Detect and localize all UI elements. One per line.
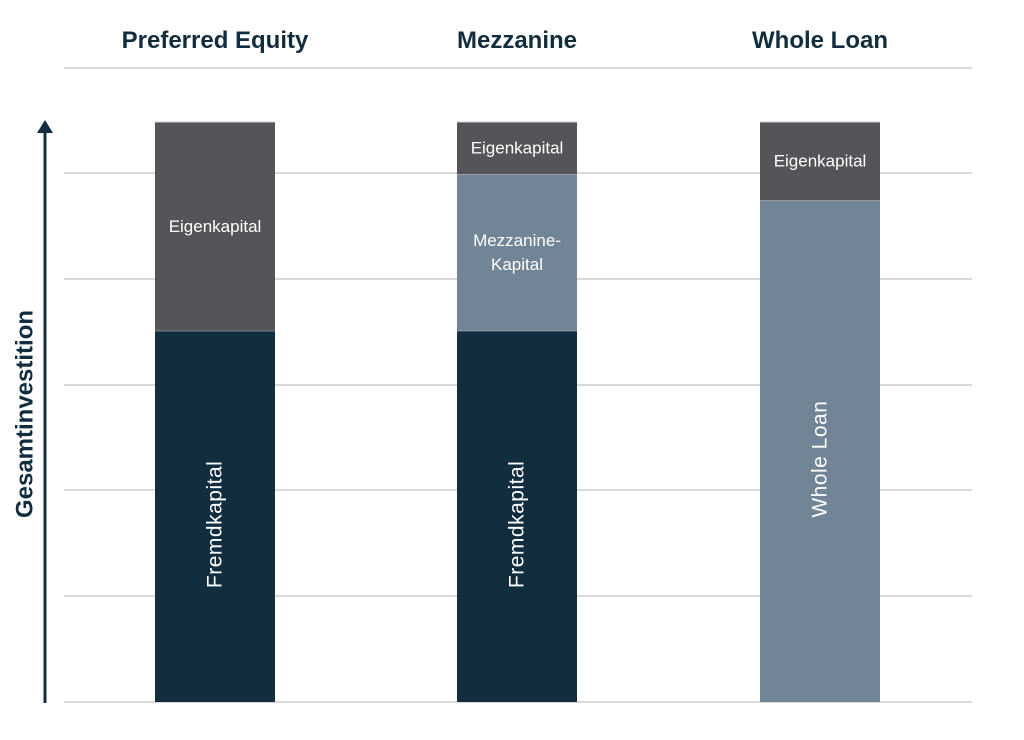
y-axis-arrowhead <box>37 120 53 133</box>
segment-label-mezzanine-fremdkapital: Fremdkapital <box>506 461 529 588</box>
segment-label-mezzanine-mezzanine-kapital-line-0: Mezzanine- <box>473 231 561 250</box>
segment-label-whole-loan-whole-loan: Whole Loan <box>809 401 832 518</box>
category-title-preferred-equity: Preferred Equity <box>122 27 309 54</box>
category-titles: Preferred Equity Mezzanine Whole Loan <box>122 27 888 54</box>
category-title-whole-loan: Whole Loan <box>752 27 888 54</box>
y-axis-label: Gesamtinvestition <box>12 310 39 518</box>
stacked-bars: Fremdkapital Eigenkapital Fremdkapital Mezz… <box>155 121 880 703</box>
segment-label-preferred-equity-fremdkapital: Fremdkapital <box>204 461 227 588</box>
segment-label-mezzanine-eigenkapital: Eigenkapital <box>471 139 564 158</box>
bar-mezzanine-eigenkapital <box>457 122 577 175</box>
y-axis: Gesamtinvestition <box>12 120 53 703</box>
bar-whole-loan-whole-loan <box>760 200 880 703</box>
category-title-mezzanine: Mezzanine <box>457 27 577 54</box>
segment-label-whole-loan-eigenkapital: Eigenkapital <box>774 152 867 171</box>
bar-preferred-equity-fremdkapital <box>155 330 275 702</box>
bar-mezzanine-fremdkapital <box>457 330 577 702</box>
bar-mezzanine-mezzanine-kapital <box>457 174 577 331</box>
bar-whole-loan-eigenkapital <box>760 122 880 201</box>
bar-preferred-equity-eigenkapital <box>155 122 275 331</box>
segment-label-mezzanine-mezzanine-kapital-line-1: Kapital <box>491 255 543 274</box>
segment-label-preferred-equity-eigenkapital: Eigenkapital <box>169 217 262 236</box>
